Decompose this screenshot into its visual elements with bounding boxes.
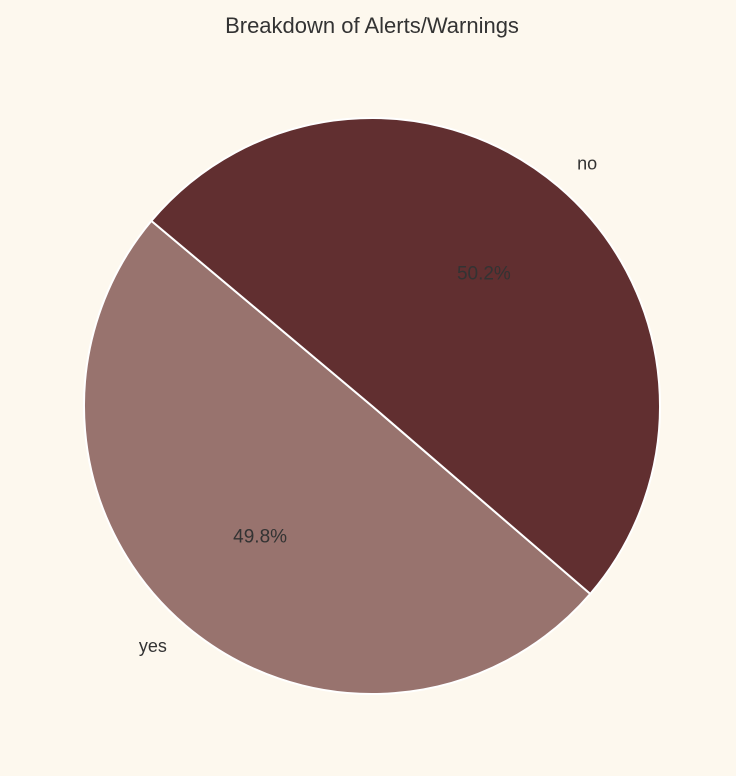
chart-title: Breakdown of Alerts/Warnings	[225, 13, 519, 38]
pie-slice-no	[150, 117, 661, 595]
slice-percent-label-no: 50.2%	[457, 263, 511, 284]
slice-percent-label-yes: 49.8%	[233, 527, 287, 548]
pie-labels: yes 49.8% no 50.2%	[139, 153, 597, 656]
pie-slices	[83, 117, 661, 695]
slice-label-no: no	[577, 153, 597, 173]
pie-slice-yes	[83, 219, 592, 695]
slice-label-yes: yes	[139, 636, 167, 656]
